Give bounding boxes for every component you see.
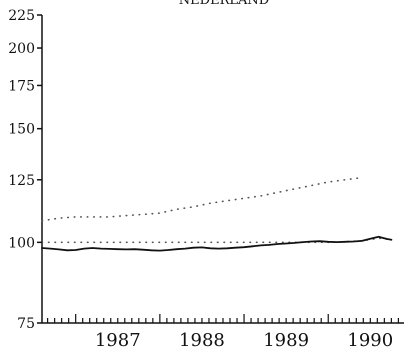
y-tick-label: 75 [17,316,35,332]
y-tick-label: 100 [8,235,35,251]
x-tick-label: 1990 [347,330,393,351]
y-tick-label: 175 [8,78,35,94]
y-tick-label: 125 [8,173,35,189]
chart-ticks: 75 100 125 150 175 200 225 1987 1988 1989 1990 [8,8,399,351]
y-tick-label: 150 [8,122,35,138]
chart-axes [41,15,404,324]
x-tick-label: 1989 [263,330,309,351]
y-tick-label: 225 [8,8,35,24]
series-line-3 [41,235,393,252]
x-tick-label: 1987 [95,330,141,351]
chart-title: NEDERLAND [179,0,269,8]
series-line-1 [41,176,363,222]
x-tick-label: 1988 [179,330,225,351]
chart-series-layer [41,176,393,252]
y-tick-label: 200 [8,41,35,57]
